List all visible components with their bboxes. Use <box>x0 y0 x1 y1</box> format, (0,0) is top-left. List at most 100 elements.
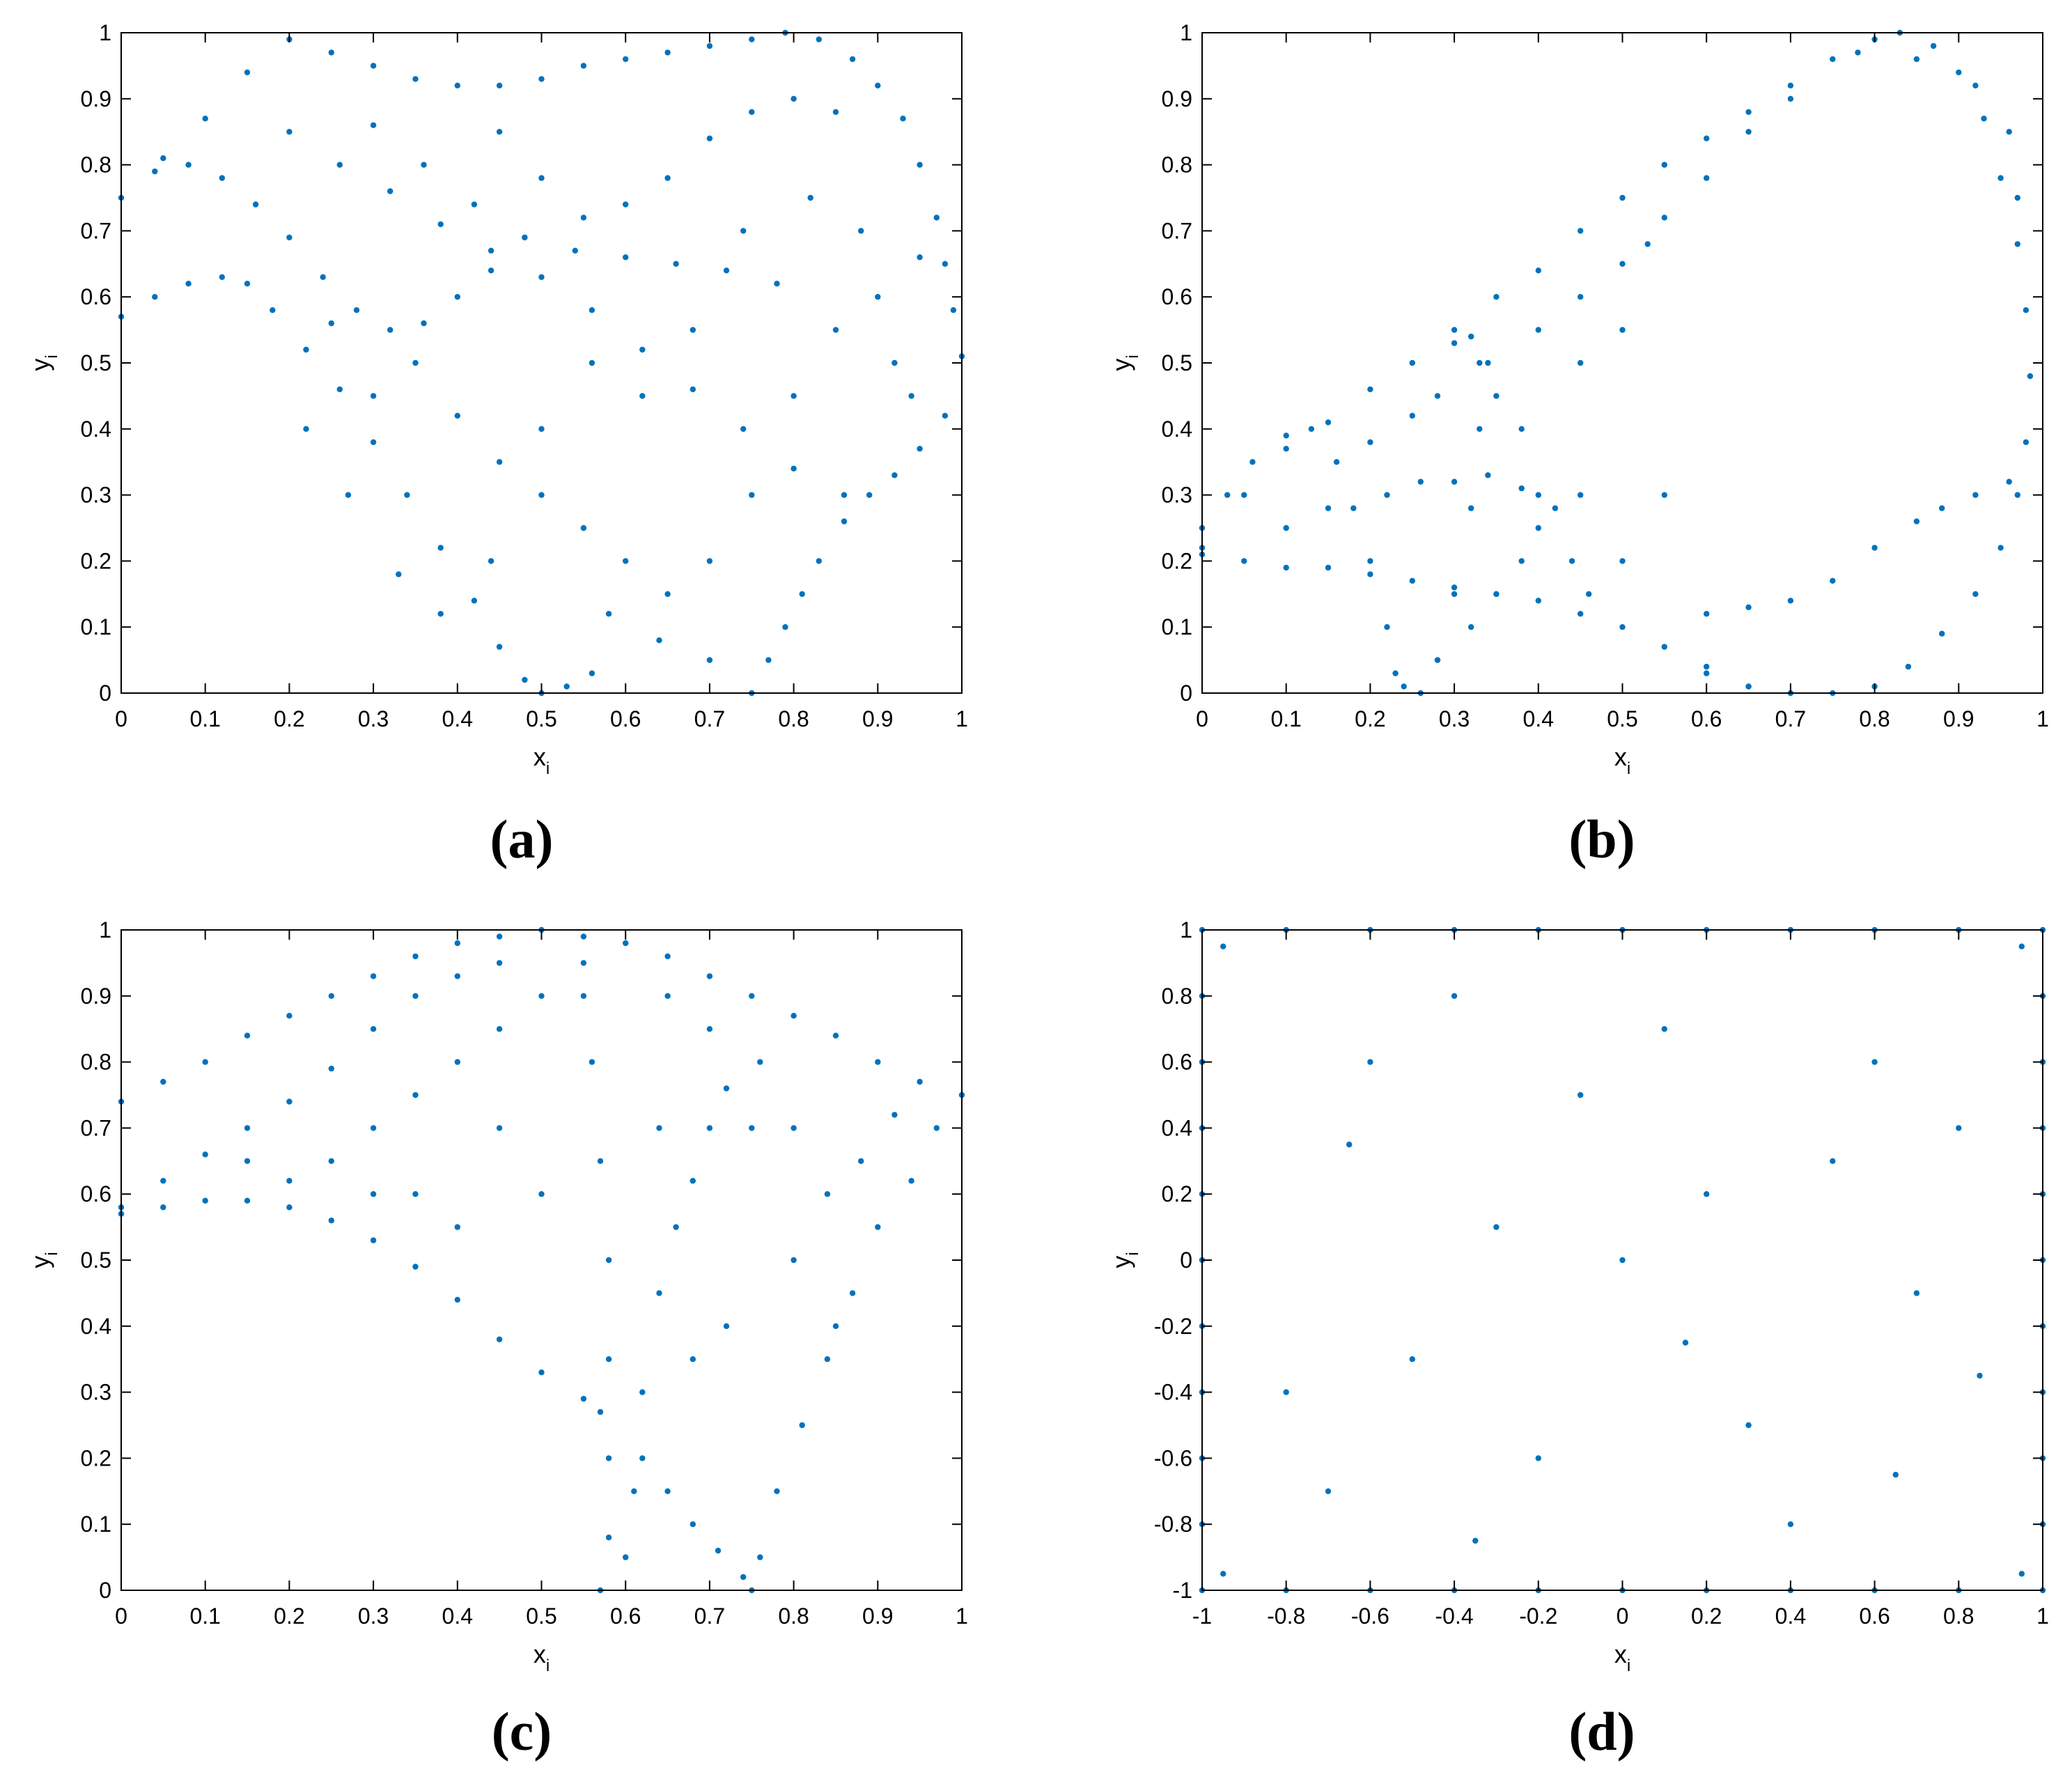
data-point <box>799 591 805 597</box>
data-point <box>841 492 848 498</box>
x-tick-label: 0.4 <box>1523 706 1554 731</box>
data-point <box>396 571 402 577</box>
data-point <box>664 175 671 181</box>
data-point <box>589 1059 595 1065</box>
data-point <box>605 1535 612 1541</box>
data-point <box>185 281 192 287</box>
x-tick-label: 0 <box>1196 706 1208 731</box>
data-point <box>875 1224 881 1230</box>
data-point <box>1468 624 1474 630</box>
data-point <box>387 188 394 194</box>
plot-area <box>121 930 962 1590</box>
data-point <box>1325 1488 1332 1494</box>
data-point <box>404 492 410 498</box>
data-point <box>1619 624 1626 630</box>
data-point <box>454 412 460 419</box>
data-point <box>522 676 528 683</box>
data-point <box>370 63 377 69</box>
x-tick-label: 0.6 <box>610 706 641 731</box>
data-point <box>706 1125 713 1131</box>
data-point <box>824 1356 831 1363</box>
data-point <box>538 492 545 498</box>
data-point <box>723 1323 730 1330</box>
data-point <box>2027 373 2034 380</box>
data-point <box>917 254 923 261</box>
x-tick-label: 1 <box>2036 1604 2049 1629</box>
data-point <box>858 1158 864 1165</box>
data-point <box>1518 558 1525 564</box>
data-point <box>286 1178 293 1184</box>
data-point <box>1619 194 1626 201</box>
data-point <box>1745 109 1752 115</box>
data-point <box>623 201 629 208</box>
data-point <box>749 1125 755 1131</box>
y-tick-label: 0.4 <box>81 1314 111 1339</box>
data-point <box>933 215 940 221</box>
x-tick-label: 0.1 <box>189 706 220 731</box>
data-point <box>1586 591 1592 597</box>
data-point <box>580 1395 587 1402</box>
data-point <box>1535 492 1541 498</box>
data-point <box>950 307 957 313</box>
data-point <box>244 1032 251 1039</box>
data-point <box>749 109 755 115</box>
data-point <box>1485 472 1491 479</box>
data-point <box>580 525 587 531</box>
data-point <box>1704 611 1710 617</box>
data-point <box>370 122 377 128</box>
data-point <box>244 69 251 76</box>
scatter-series <box>118 926 965 1594</box>
data-point <box>1493 591 1500 597</box>
data-point <box>1283 564 1289 571</box>
data-point <box>1619 261 1626 267</box>
data-point <box>471 598 478 604</box>
y-tick-label: 0 <box>1180 1248 1192 1273</box>
data-point <box>757 1554 763 1560</box>
data-point <box>496 1026 503 1032</box>
data-point <box>454 1296 460 1303</box>
data-point <box>496 644 503 650</box>
y-tick-label: 0.2 <box>1162 548 1192 573</box>
data-point <box>412 993 419 1000</box>
y-tick-label: 0.1 <box>81 614 111 639</box>
x-tick-label: 0 <box>1617 1604 1629 1629</box>
data-point <box>488 247 494 254</box>
y-tick-label: 0.5 <box>81 350 111 375</box>
data-point <box>496 1125 503 1131</box>
data-point <box>2018 1571 2025 1577</box>
data-point <box>1451 479 1458 485</box>
data-point <box>202 116 208 122</box>
data-point <box>1619 327 1626 333</box>
data-point <box>933 1125 940 1131</box>
data-point <box>303 426 309 432</box>
y-tick-label: 0.4 <box>1162 1115 1192 1140</box>
data-point <box>1704 175 1710 181</box>
x-tick-label: 0 <box>115 1604 127 1629</box>
data-point <box>623 56 629 63</box>
data-point <box>437 545 444 551</box>
x-tick-label: 1 <box>956 706 968 731</box>
x-tick-label: 0 <box>115 706 127 731</box>
data-point <box>185 162 192 168</box>
data-point <box>917 162 923 168</box>
data-point <box>1956 69 1962 76</box>
data-point <box>1661 162 1667 168</box>
data-point <box>328 1217 334 1224</box>
data-point <box>437 221 444 228</box>
data-point <box>1535 267 1541 274</box>
data-point <box>690 386 696 393</box>
data-point <box>706 657 713 663</box>
data-point <box>706 558 713 564</box>
data-point <box>1283 525 1289 531</box>
data-point <box>1434 393 1441 399</box>
data-point <box>832 1323 839 1330</box>
data-point <box>782 624 788 630</box>
data-point <box>749 993 755 1000</box>
y-tick-label: 0.3 <box>81 1380 111 1405</box>
data-point <box>664 1488 671 1494</box>
data-point <box>1409 577 1416 584</box>
data-point <box>437 611 444 617</box>
data-point <box>1241 492 1247 498</box>
x-tick-label: 0.2 <box>1691 1604 1722 1629</box>
data-point <box>664 993 671 1000</box>
